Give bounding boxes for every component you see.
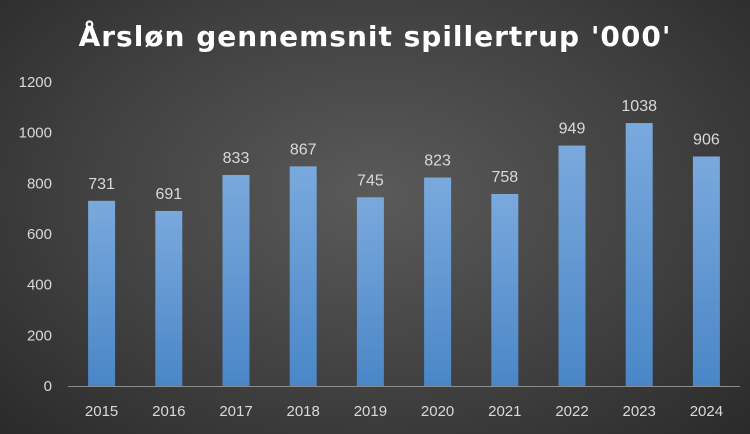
chart-title: Årsløn gennemsnit spillertrup '000' [78,20,672,53]
data-label-2023: 1038 [621,98,657,115]
x-tick-label: 2017 [219,403,252,420]
y-tick-label: 200 [27,327,52,344]
bar-2022 [558,145,586,386]
data-label-2020: 823 [424,153,451,170]
x-tick-label: 2022 [555,403,588,420]
x-tick-label: 2015 [85,403,118,420]
data-label-2018: 867 [290,141,317,158]
bar-2020 [424,177,452,386]
data-label-2017: 833 [223,150,250,167]
y-tick-label: 1000 [19,125,52,142]
x-tick-label: 2018 [287,403,320,420]
data-label-2021: 758 [491,169,518,186]
y-tick-label: 800 [27,175,52,192]
bar-2015 [88,200,116,386]
bar-2019 [356,197,384,386]
bar-2024 [692,156,720,386]
x-tick-label: 2024 [690,403,723,420]
data-labels: 731 691 833 867 745 823 758 949 1038 906 [88,98,720,203]
bar-2017 [222,174,250,386]
x-tick-label: 2019 [354,403,387,420]
x-tick-label: 2021 [488,403,521,420]
data-label-2019: 745 [357,172,384,189]
x-axis: 2015 2016 2017 2018 2019 2020 2021 2022 2023 2024 [68,386,740,420]
y-tick-label: 1200 [19,74,52,91]
data-label-2016: 691 [155,186,182,203]
bar-2018 [289,166,317,386]
bar-2021 [491,193,519,386]
y-tick-label: 600 [27,226,52,243]
data-label-2015: 731 [88,176,115,193]
x-tick-label: 2016 [152,403,185,420]
bar-2023 [625,123,653,386]
bar-series [88,123,720,386]
y-tick-label: 400 [27,277,52,294]
y-tick-label: 0 [44,378,52,395]
x-tick-label: 2023 [623,403,656,420]
data-label-2024: 906 [693,131,720,148]
x-tick-label: 2020 [421,403,454,420]
y-axis: 0 200 400 600 800 1000 1200 [19,74,52,395]
data-label-2022: 949 [559,121,586,138]
bar-2016 [155,210,183,386]
